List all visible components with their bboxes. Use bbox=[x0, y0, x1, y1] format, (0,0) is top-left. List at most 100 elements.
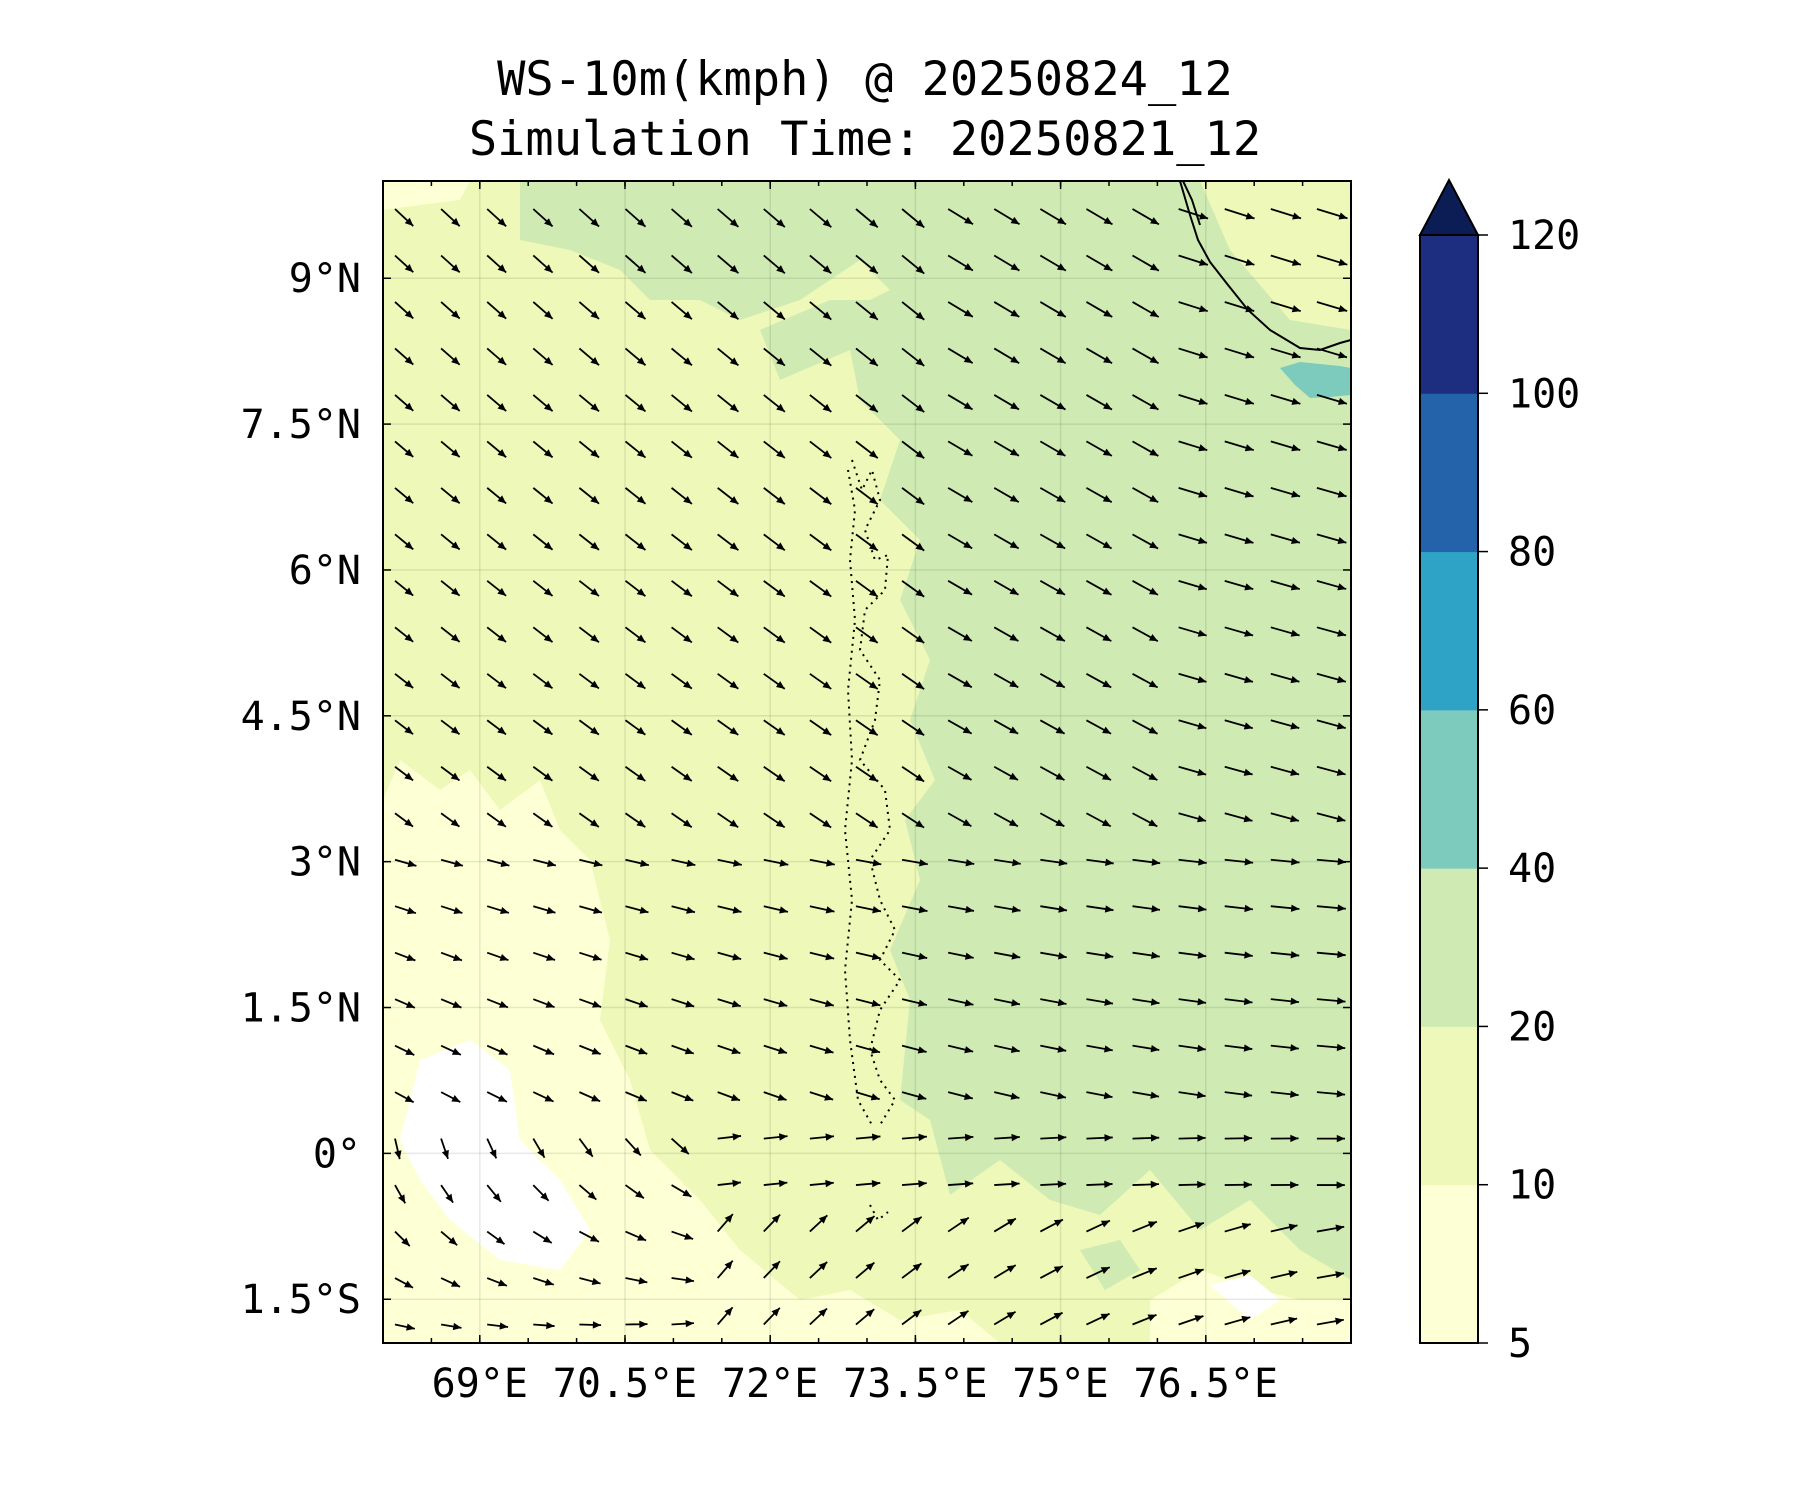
colorbar-segment bbox=[1420, 1026, 1478, 1186]
wind-arrow-head bbox=[1010, 263, 1020, 271]
wind-arrow-head bbox=[963, 494, 973, 503]
wind-arrow-head bbox=[822, 265, 832, 274]
maldives-islands bbox=[843, 459, 902, 1222]
wind-arrow-head bbox=[1006, 1311, 1016, 1320]
wind-arrow-head bbox=[1101, 772, 1111, 781]
wind-arrow-head bbox=[1243, 1044, 1253, 1052]
wind-arrow-head bbox=[497, 1094, 507, 1102]
wind-arrow-head bbox=[404, 818, 414, 827]
wind-arrow-head bbox=[404, 726, 414, 735]
island-chain bbox=[851, 459, 902, 1126]
wind-arrow-head bbox=[1012, 858, 1021, 867]
wind-arrow-head bbox=[639, 1320, 648, 1328]
wind-arrow-head bbox=[822, 542, 832, 551]
wind-arrow-head bbox=[405, 1048, 415, 1056]
wind-arrow-head bbox=[590, 588, 599, 597]
wind-arrow-head bbox=[497, 541, 507, 550]
wind-arrow-head bbox=[1009, 541, 1019, 549]
wind-arrow-head bbox=[964, 1180, 974, 1188]
wind-arrow-head bbox=[497, 634, 507, 643]
wind-arrow-head bbox=[1336, 1134, 1346, 1143]
lat-tick-label: 1.5°S bbox=[241, 1277, 361, 1323]
wind-arrow-head bbox=[636, 264, 646, 273]
wind-arrow-head bbox=[497, 819, 506, 827]
wind-arrow-head bbox=[407, 860, 417, 868]
wind-arrow-head bbox=[1006, 1265, 1016, 1273]
wind-arrow-head bbox=[1337, 857, 1347, 866]
wind-arrow-head bbox=[865, 1309, 875, 1318]
wind-arrow-head bbox=[1288, 1223, 1298, 1231]
wind-arrow-head bbox=[682, 1189, 692, 1197]
wind-arrow-head bbox=[544, 1278, 554, 1286]
wind-arrow-head bbox=[591, 1094, 601, 1102]
wind-arrow-head bbox=[1148, 634, 1158, 642]
wind-arrow-head bbox=[543, 819, 553, 827]
wind-arrow-head bbox=[592, 953, 602, 961]
wind-arrow-head bbox=[918, 999, 927, 1007]
wind-arrow-head bbox=[1336, 1181, 1345, 1189]
wind-arrow-head bbox=[404, 402, 414, 411]
wind-arrow-head bbox=[1150, 1134, 1160, 1142]
wind-arrow-head bbox=[1056, 448, 1066, 456]
wind-arrow-head bbox=[824, 999, 834, 1008]
wind-arrow-head bbox=[1100, 1267, 1110, 1274]
wind-arrow-head bbox=[632, 1146, 641, 1156]
wind-arrow-head bbox=[1055, 772, 1065, 781]
wind-arrow-head bbox=[404, 495, 414, 504]
wind-arrow-head bbox=[824, 1093, 834, 1101]
wind-arrow-head bbox=[1010, 309, 1020, 317]
wind-arrow-head bbox=[962, 726, 972, 734]
wind-arrow-head bbox=[1102, 448, 1112, 456]
wind-arrow-head bbox=[1290, 1181, 1299, 1189]
wind-arrow-head bbox=[724, 1307, 733, 1316]
wind-arrow-head bbox=[1057, 1045, 1067, 1053]
wind-arrow-head bbox=[1290, 768, 1300, 776]
wind-arrow-head bbox=[1009, 494, 1019, 503]
wind-arrow-head bbox=[1102, 541, 1112, 549]
wind-arrow-head bbox=[590, 634, 599, 643]
wind-arrow-head bbox=[497, 772, 506, 781]
wind-arrow-head bbox=[1245, 351, 1255, 359]
wind-arrow-head bbox=[1244, 904, 1253, 913]
wind-arrow-head bbox=[543, 680, 553, 689]
wind-arrow-head bbox=[636, 310, 646, 320]
wind-arrow-head bbox=[965, 859, 975, 867]
wind-arrow-head bbox=[869, 450, 878, 459]
wind-arrow-head bbox=[825, 1179, 834, 1188]
wind-arrow-head bbox=[451, 1095, 461, 1103]
wind-arrow-head bbox=[544, 264, 553, 273]
wind-arrow-head bbox=[962, 772, 972, 780]
wind-arrow-head bbox=[915, 219, 925, 228]
wind-arrow-head bbox=[869, 219, 878, 228]
wind-arrow-head bbox=[1244, 858, 1254, 866]
wind-arrow-head bbox=[593, 859, 603, 867]
wind-arrow-head bbox=[450, 818, 460, 827]
wind-arrow-head bbox=[1149, 356, 1159, 364]
wind-arrow-head bbox=[915, 357, 925, 366]
wind-arrow-head bbox=[683, 495, 692, 504]
wind-arrow-head bbox=[729, 773, 739, 782]
wind-arrow-head bbox=[732, 1179, 741, 1188]
wind-arrow-head bbox=[778, 953, 788, 961]
wind-arrow-head bbox=[1150, 998, 1160, 1006]
wind-arrow-head bbox=[1336, 676, 1346, 684]
wind-arrow-head bbox=[1055, 633, 1065, 642]
wind-arrow-head bbox=[729, 311, 739, 320]
wind-arrow-head bbox=[1337, 444, 1347, 452]
wind-arrow-head bbox=[591, 1277, 601, 1286]
wind-arrow-head bbox=[1336, 1043, 1346, 1052]
wind-arrow-head bbox=[724, 1260, 733, 1270]
wind-arrow-head bbox=[1148, 680, 1158, 688]
wind-arrow-head bbox=[1335, 1224, 1345, 1232]
wind-arrow-head bbox=[1149, 448, 1159, 456]
wind-arrow-head bbox=[822, 357, 832, 366]
wind-arrow-head bbox=[822, 219, 832, 228]
wind-arrow-head bbox=[404, 356, 414, 365]
wind-arrow-head bbox=[868, 542, 878, 551]
wind-arrow-head bbox=[915, 450, 925, 459]
wind-arrow-head bbox=[729, 496, 739, 505]
wind-arrow-head bbox=[636, 773, 646, 781]
wind-arrow-head bbox=[1009, 680, 1019, 688]
india-coastline-inner bbox=[1182, 181, 1201, 226]
wind-arrow-head bbox=[639, 953, 649, 961]
